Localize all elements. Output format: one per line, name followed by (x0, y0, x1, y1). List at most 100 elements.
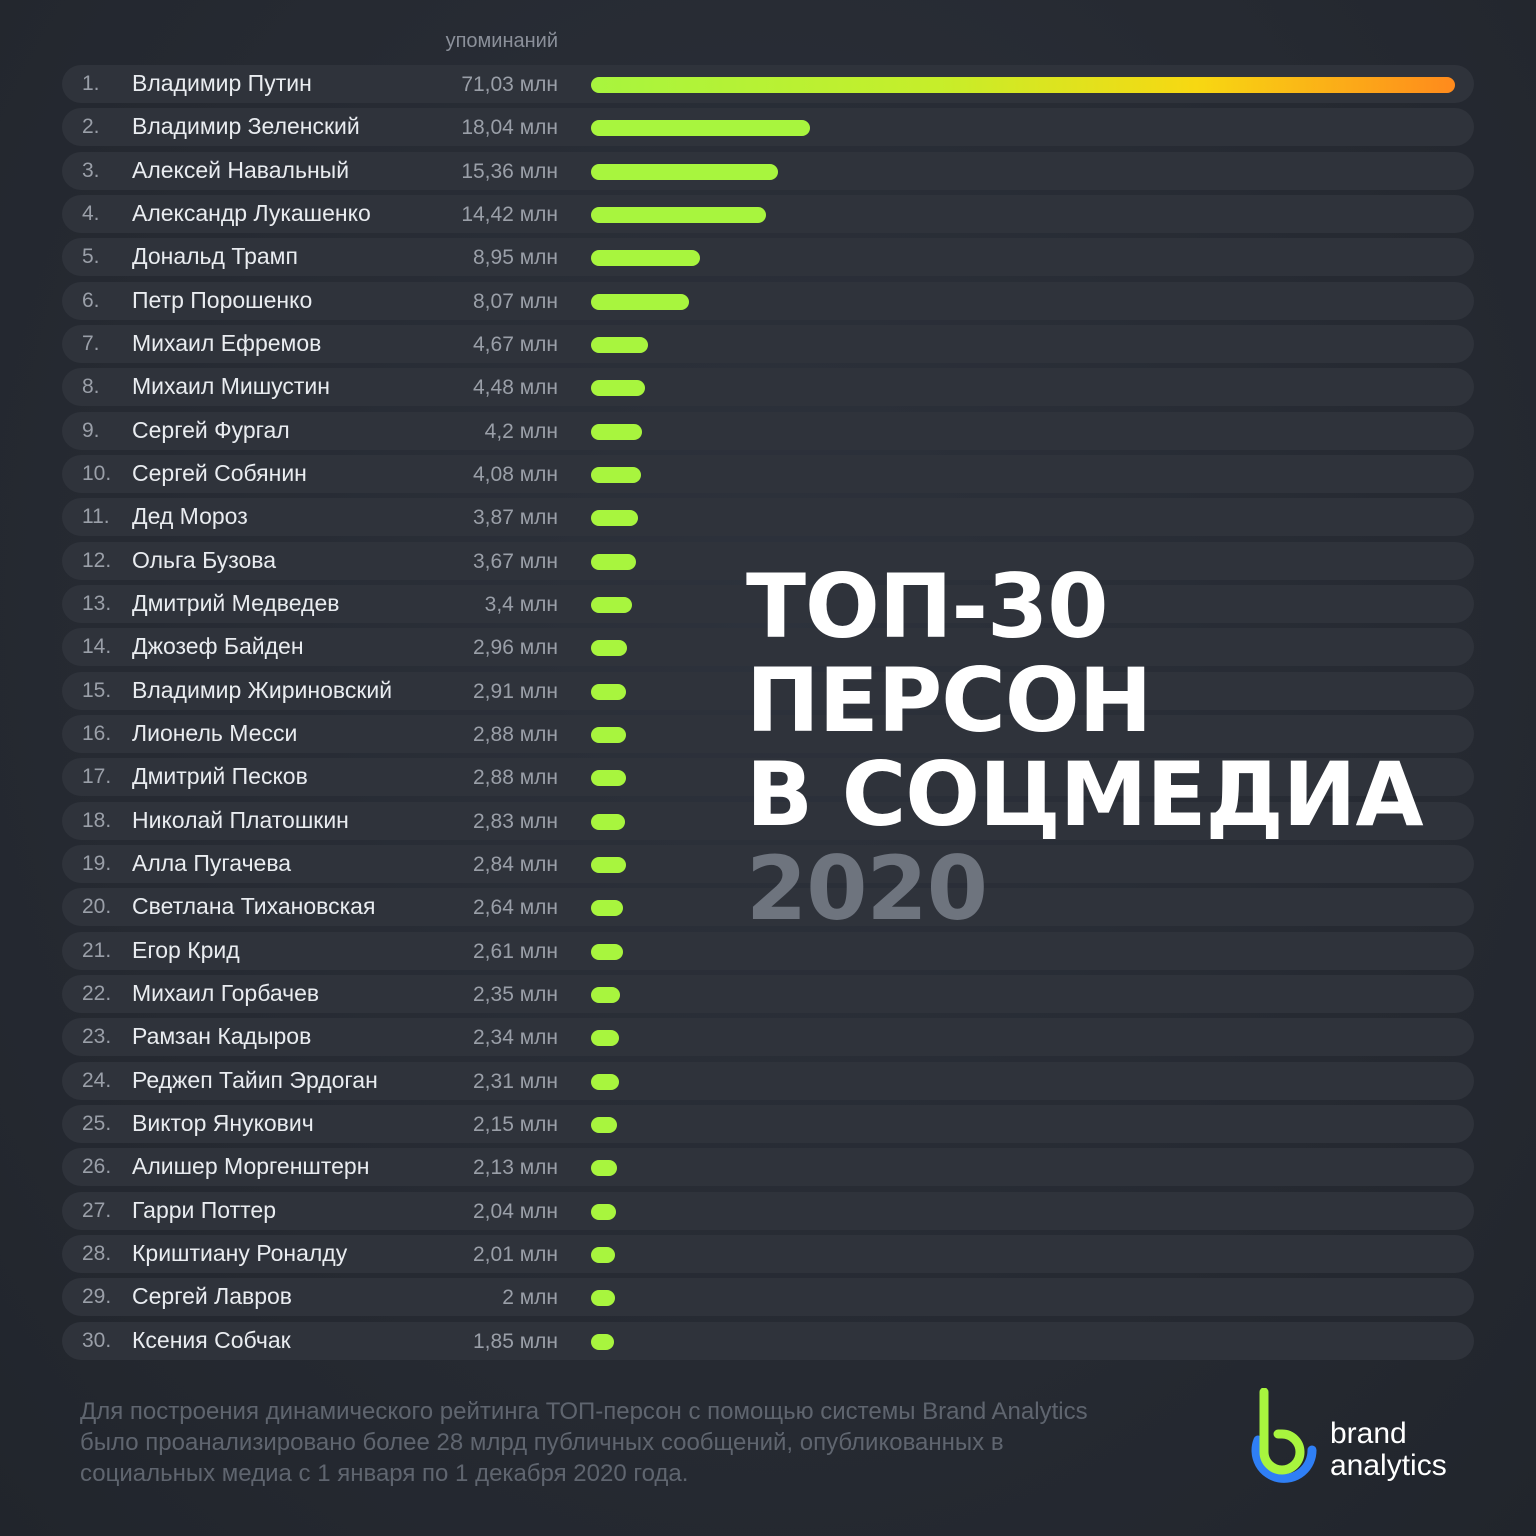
mentions-value: 2,13 млн (473, 1156, 558, 1180)
bar (591, 900, 623, 917)
rank-label: 22. (82, 981, 112, 1005)
mentions-value: 2,96 млн (473, 636, 558, 660)
rank-label: 10. (82, 461, 112, 485)
rank-label: 17. (82, 765, 112, 789)
mentions-value: 3,87 млн (473, 506, 558, 530)
person-name: Джозеф Байден (132, 633, 304, 660)
rank-label: 3. (82, 158, 100, 182)
mentions-value: 18,04 млн (461, 116, 558, 140)
person-name: Алишер Моргенштерн (132, 1153, 370, 1180)
title-year: 2020 (746, 837, 988, 940)
person-name: Михаил Ефремов (132, 329, 322, 356)
table-row: 3. Алексей Навальный 15,36 млн (62, 151, 1474, 190)
logo-word-analytics: analytics (1330, 1449, 1447, 1482)
bar (591, 250, 700, 267)
table-row: 20. Светлана Тихановская 2,64 млн (62, 888, 1474, 927)
table-row: 21. Егор Крид 2,61 млн (62, 931, 1474, 970)
mentions-value: 4,08 млн (473, 462, 558, 486)
person-name: Ольга Бузова (132, 546, 277, 573)
rank-label: 1. (82, 72, 100, 95)
bar (591, 943, 623, 960)
bar (591, 120, 810, 137)
bar (591, 553, 636, 570)
mentions-value: 2,84 млн (473, 852, 558, 876)
rank-label: 9. (82, 418, 100, 442)
table-row: 2. Владимир Зеленский 18,04 млн (62, 108, 1474, 147)
table-row: 27. Гарри Поттер 2,04 млн (62, 1191, 1474, 1230)
rank-label: 7. (82, 331, 100, 355)
rank-label: 18. (82, 808, 112, 832)
rank-label: 5. (82, 245, 100, 269)
rank-label: 13. (82, 591, 112, 615)
bar (591, 77, 1455, 93)
bar (591, 596, 632, 613)
rank-label: 14. (82, 635, 112, 659)
person-name: Лионель Месси (132, 719, 298, 746)
rank-label: 28. (82, 1241, 112, 1265)
person-name: Владимир Жириновский (132, 676, 393, 703)
person-name: Реджеп Тайип Эрдоган (132, 1066, 378, 1093)
bar (591, 336, 648, 353)
rank-label: 25. (82, 1111, 112, 1135)
person-name: Сергей Лавров (132, 1283, 293, 1310)
table-row: 24. Реджеп Тайип Эрдоган 2,31 млн (62, 1061, 1474, 1100)
table-row: 25. Виктор Янукович 2,15 млн (62, 1104, 1474, 1143)
bar (591, 726, 626, 743)
mentions-value: 4,48 млн (473, 376, 558, 400)
mentions-value: 1,85 млн (473, 1329, 558, 1353)
mentions-value: 3,4 млн (484, 592, 558, 616)
bar (591, 1030, 619, 1047)
bar (591, 1203, 616, 1220)
bar (591, 640, 627, 657)
rank-label: 8. (82, 375, 100, 399)
person-name: Дональд Трамп (132, 243, 298, 270)
table-row: 13. Дмитрий Медведев 3,4 млн (62, 584, 1474, 623)
rank-label: 27. (82, 1198, 112, 1222)
title-line-1: ТОП-30 (746, 555, 1108, 658)
person-name: Егор Крид (132, 936, 240, 963)
mentions-value: 2,35 млн (473, 982, 558, 1006)
rank-label: 26. (82, 1155, 112, 1179)
bar (591, 380, 645, 397)
table-row: 6. Петр Порошенко 8,07 млн (62, 281, 1474, 320)
table-row: 11. Дед Мороз 3,87 млн (62, 498, 1474, 537)
table-row: 23. Рамзан Кадыров 2,34 млн (62, 1018, 1474, 1057)
bar (591, 466, 641, 483)
mentions-value: 8,07 млн (473, 289, 558, 313)
table-row: 1. Владимир Путин 71,03 млн (62, 65, 1474, 103)
person-name: Владимир Зеленский (132, 113, 360, 140)
methodology-note: Для построения динамического рейтинга ТО… (80, 1398, 1088, 1487)
bar (591, 683, 626, 700)
mentions-value: 2,34 млн (473, 1026, 558, 1050)
mentions-value: 15,36 млн (461, 159, 558, 183)
person-name: Алла Пугачева (132, 849, 292, 876)
mentions-value: 4,2 млн (484, 419, 558, 443)
bar (591, 856, 626, 873)
rank-label: 4. (82, 201, 100, 225)
mentions-value: 2,83 млн (473, 809, 558, 833)
person-name: Михаил Мишустин (132, 373, 330, 400)
bar (591, 293, 689, 310)
person-name: Криштиану Роналду (132, 1239, 348, 1266)
bar (591, 770, 626, 787)
person-name: Сергей Фургал (132, 416, 290, 443)
table-row: 15. Владимир Жириновский 2,91 млн (62, 671, 1474, 710)
mentions-value: 8,95 млн (473, 246, 558, 270)
table-row: 29. Сергей Лавров 2 млн (62, 1278, 1474, 1317)
rank-label: 2. (82, 115, 100, 139)
person-name: Сергей Собянин (132, 459, 307, 486)
table-row: 18. Николай Платошкин 2,83 млн (62, 801, 1474, 840)
person-name: Дед Мороз (132, 503, 248, 530)
mentions-value: 2,04 млн (473, 1199, 558, 1223)
person-name: Дмитрий Медведев (132, 589, 340, 616)
table-row: 28. Криштиану Роналду 2,01 млн (62, 1234, 1474, 1273)
bar (591, 1160, 617, 1177)
bar (591, 813, 625, 830)
logo-word-brand: brand (1330, 1417, 1407, 1450)
mentions-value: 3,67 млн (473, 549, 558, 573)
person-name: Петр Порошенко (132, 286, 313, 313)
bar (591, 1116, 617, 1133)
table-row: 10. Сергей Собянин 4,08 млн (62, 454, 1474, 493)
mentions-value: 2,31 млн (473, 1069, 558, 1093)
rank-label: 21. (82, 938, 112, 962)
